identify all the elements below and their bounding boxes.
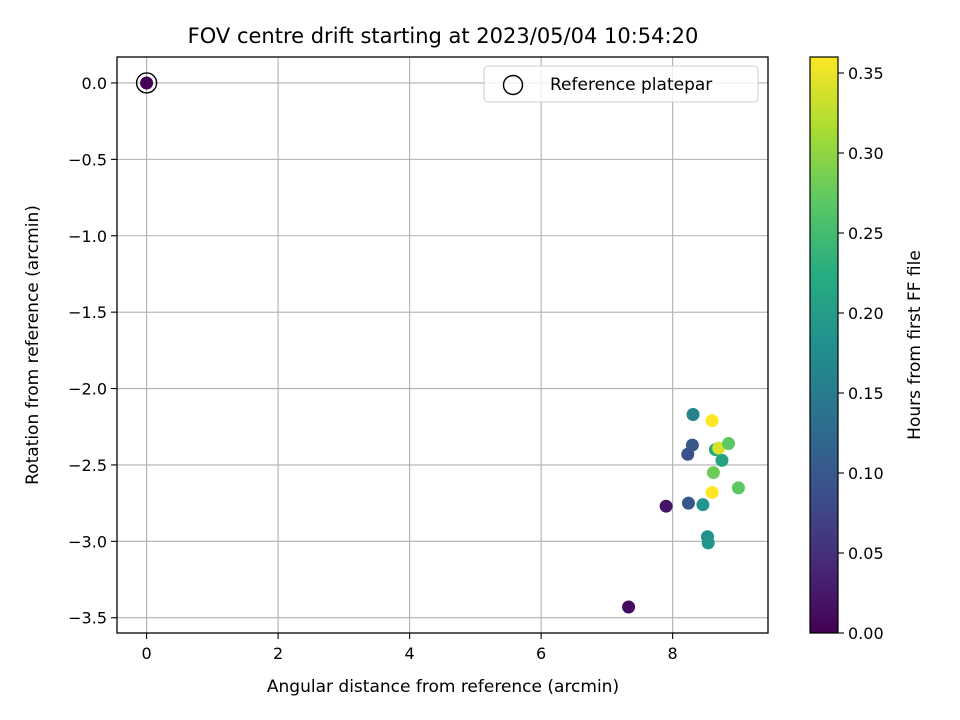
chart-title: FOV centre drift starting at 2023/05/04 … — [188, 24, 699, 48]
colorbar-label: Hours from first FF file — [905, 250, 925, 440]
reference-platepar-marker — [135, 72, 158, 94]
data-point — [705, 485, 719, 499]
data-point — [722, 437, 736, 451]
plot-area — [117, 57, 768, 633]
legend: Reference platepar — [483, 65, 759, 103]
x-tick-label: 6 — [536, 644, 546, 663]
data-point — [706, 466, 720, 480]
y-tick-label: −1.5 — [68, 303, 107, 322]
colorbar-gradient — [809, 56, 839, 634]
colorbar-tick-label: 0.00 — [848, 624, 884, 643]
x-tick-label: 2 — [273, 644, 283, 663]
data-point — [696, 498, 710, 512]
data-point — [622, 600, 636, 614]
colorbar-tick-label: 0.05 — [848, 544, 884, 563]
data-point — [659, 499, 673, 513]
x-tick-label: 8 — [668, 644, 678, 663]
grid-lines — [117, 57, 768, 633]
data-points — [135, 72, 745, 614]
colorbar-ticks: 0.00 0.05 0.10 0.15 0.20 0.25 0.30 0.35 — [838, 64, 884, 643]
colorbar-tick-label: 0.35 — [848, 64, 884, 83]
x-axis-ticks: 0 2 4 6 8 — [141, 633, 678, 663]
data-point — [701, 536, 715, 550]
y-tick-label: −0.5 — [68, 150, 107, 169]
reference-point — [140, 76, 154, 90]
colorbar-tick-label: 0.30 — [848, 144, 884, 163]
y-tick-label: −2.5 — [68, 456, 107, 475]
x-axis-label: Angular distance from reference (arcmin) — [267, 677, 619, 697]
data-point — [686, 408, 700, 422]
data-point — [715, 453, 729, 467]
data-point — [681, 496, 695, 510]
colorbar-tick-label: 0.20 — [848, 304, 884, 323]
data-point — [705, 414, 719, 428]
data-point — [685, 438, 699, 452]
data-point — [731, 481, 745, 495]
y-axis-label: Rotation from reference (arcmin) — [23, 205, 43, 485]
colorbar-tick-label: 0.25 — [848, 224, 884, 243]
y-axis-ticks: 0.0 −0.5 −1.0 −1.5 −2.0 −2.5 −3.0 −3.5 — [68, 74, 117, 628]
plot-frame — [116, 56, 769, 634]
y-tick-label: −3.5 — [68, 609, 107, 628]
x-tick-label: 4 — [405, 644, 415, 663]
x-tick-label: 0 — [141, 644, 151, 663]
colorbar: 0.00 0.05 0.10 0.15 0.20 0.25 0.30 0.35 Hours f… — [809, 56, 925, 643]
legend-reference-marker — [502, 74, 524, 96]
y-tick-label: −1.0 — [68, 227, 107, 246]
y-tick-label: −2.0 — [68, 380, 107, 399]
legend-entry-reference-platepar: Reference platepar — [550, 75, 712, 95]
legend-box — [483, 65, 759, 103]
y-tick-label: 0.0 — [82, 74, 107, 93]
colorbar-tick-label: 0.10 — [848, 464, 884, 483]
y-tick-label: −3.0 — [68, 532, 107, 551]
data-point — [712, 441, 726, 455]
colorbar-tick-label: 0.15 — [848, 384, 884, 403]
